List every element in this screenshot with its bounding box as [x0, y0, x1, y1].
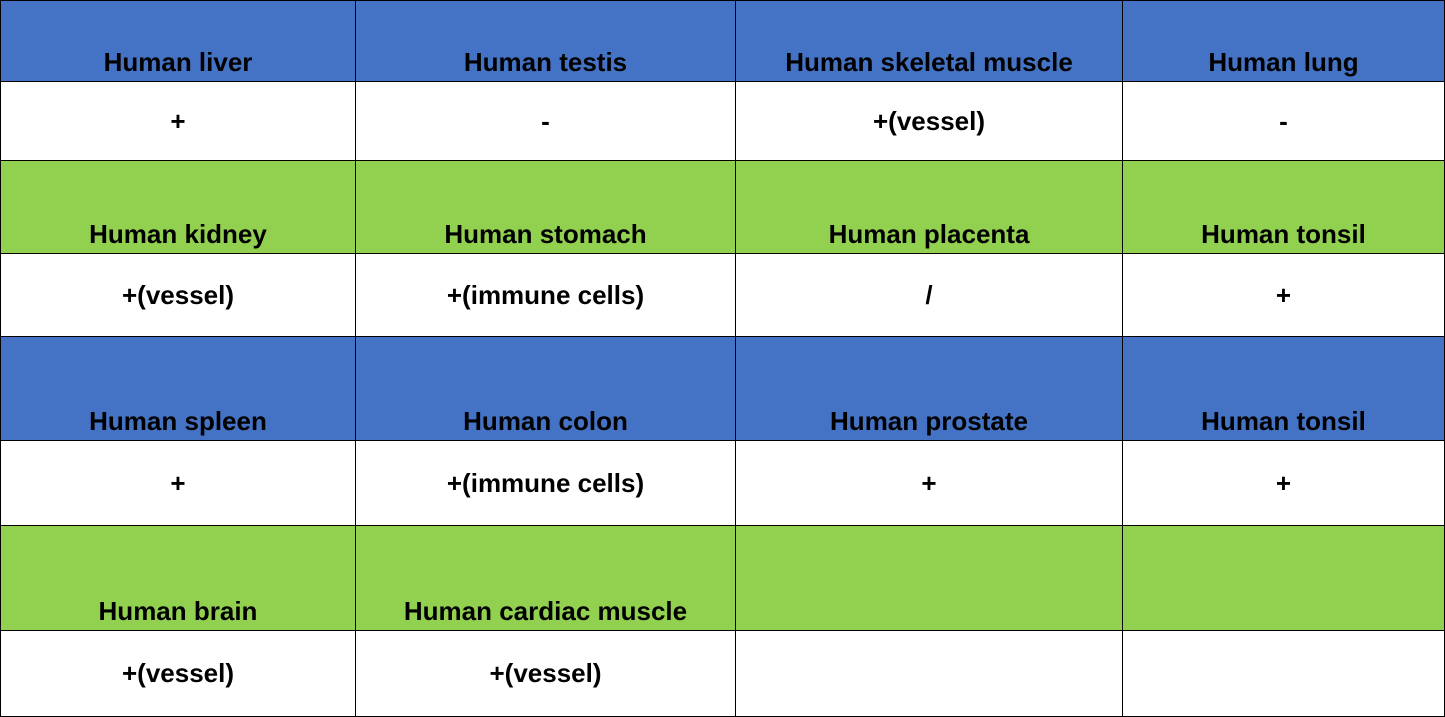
tissue-label: Human cardiac muscle	[403, 596, 688, 626]
tissue-label: Human colon	[463, 406, 628, 436]
value-cell	[735, 630, 1123, 717]
value-cell: +(vessel)	[0, 630, 356, 717]
header-cell: Human kidney	[0, 160, 356, 254]
value-cell: +(vessel)	[0, 253, 356, 337]
staining-result: +(immune cells)	[446, 279, 645, 310]
tissue-label: Human lung	[1208, 47, 1359, 77]
header-cell: Human prostate	[735, 336, 1123, 441]
tissue-label: Human spleen	[89, 406, 267, 436]
tissue-label: Human tonsil	[1201, 219, 1366, 249]
tissue-label: Human skeletal muscle	[785, 47, 1073, 77]
header-cell: Human liver	[0, 0, 356, 82]
value-cell: +	[735, 440, 1123, 526]
tissue-label: Human stomach	[444, 219, 647, 249]
tissue-label: Human prostate	[830, 406, 1028, 436]
value-cell: -	[355, 81, 736, 161]
header-cell: Human brain	[0, 525, 356, 631]
header-cell: Human colon	[355, 336, 736, 441]
header-cell: Human spleen	[0, 336, 356, 441]
tissue-label: Human kidney	[89, 219, 267, 249]
value-cell: /	[735, 253, 1123, 337]
header-cell: Human lung	[1122, 0, 1445, 82]
header-cell	[735, 525, 1123, 631]
header-cell: Human cardiac muscle	[355, 525, 736, 631]
value-cell: +	[0, 440, 356, 526]
value-cell: +(vessel)	[355, 630, 736, 717]
header-cell: Human tonsil	[1122, 336, 1445, 441]
header-cell: Human stomach	[355, 160, 736, 254]
staining-result: -	[541, 105, 550, 136]
tissue-label: Human testis	[463, 47, 628, 77]
value-cell: +(immune cells)	[355, 253, 736, 337]
staining-result: +(immune cells)	[446, 467, 645, 498]
staining-result: +(vessel)	[489, 658, 602, 688]
value-cell: +	[1122, 253, 1445, 337]
value-cell: +	[0, 81, 356, 161]
staining-result: -	[1279, 105, 1288, 136]
header-cell	[1122, 525, 1445, 631]
tissue-label: Human brain	[98, 596, 258, 626]
value-cell: +(immune cells)	[355, 440, 736, 526]
value-cell	[1122, 630, 1445, 717]
staining-result: +	[921, 467, 937, 498]
tissue-label: Human liver	[103, 47, 253, 77]
staining-result: +	[1275, 467, 1292, 498]
value-cell: +(vessel)	[735, 81, 1123, 161]
tissue-label: Human tonsil	[1201, 406, 1366, 436]
value-cell: +	[1122, 440, 1445, 526]
header-cell: Human placenta	[735, 160, 1123, 254]
header-cell: Human skeletal muscle	[735, 0, 1123, 82]
staining-result: +(vessel)	[121, 658, 235, 688]
value-cell: -	[1122, 81, 1445, 161]
staining-result: +	[170, 467, 186, 498]
staining-result: +	[1275, 279, 1292, 310]
staining-result: +(vessel)	[121, 279, 235, 310]
staining-result: +	[170, 105, 186, 136]
staining-result: /	[925, 279, 933, 310]
staining-result: +(vessel)	[872, 105, 986, 136]
header-cell: Human tonsil	[1122, 160, 1445, 254]
tissue-label: Human placenta	[828, 219, 1030, 249]
header-cell: Human testis	[355, 0, 736, 82]
